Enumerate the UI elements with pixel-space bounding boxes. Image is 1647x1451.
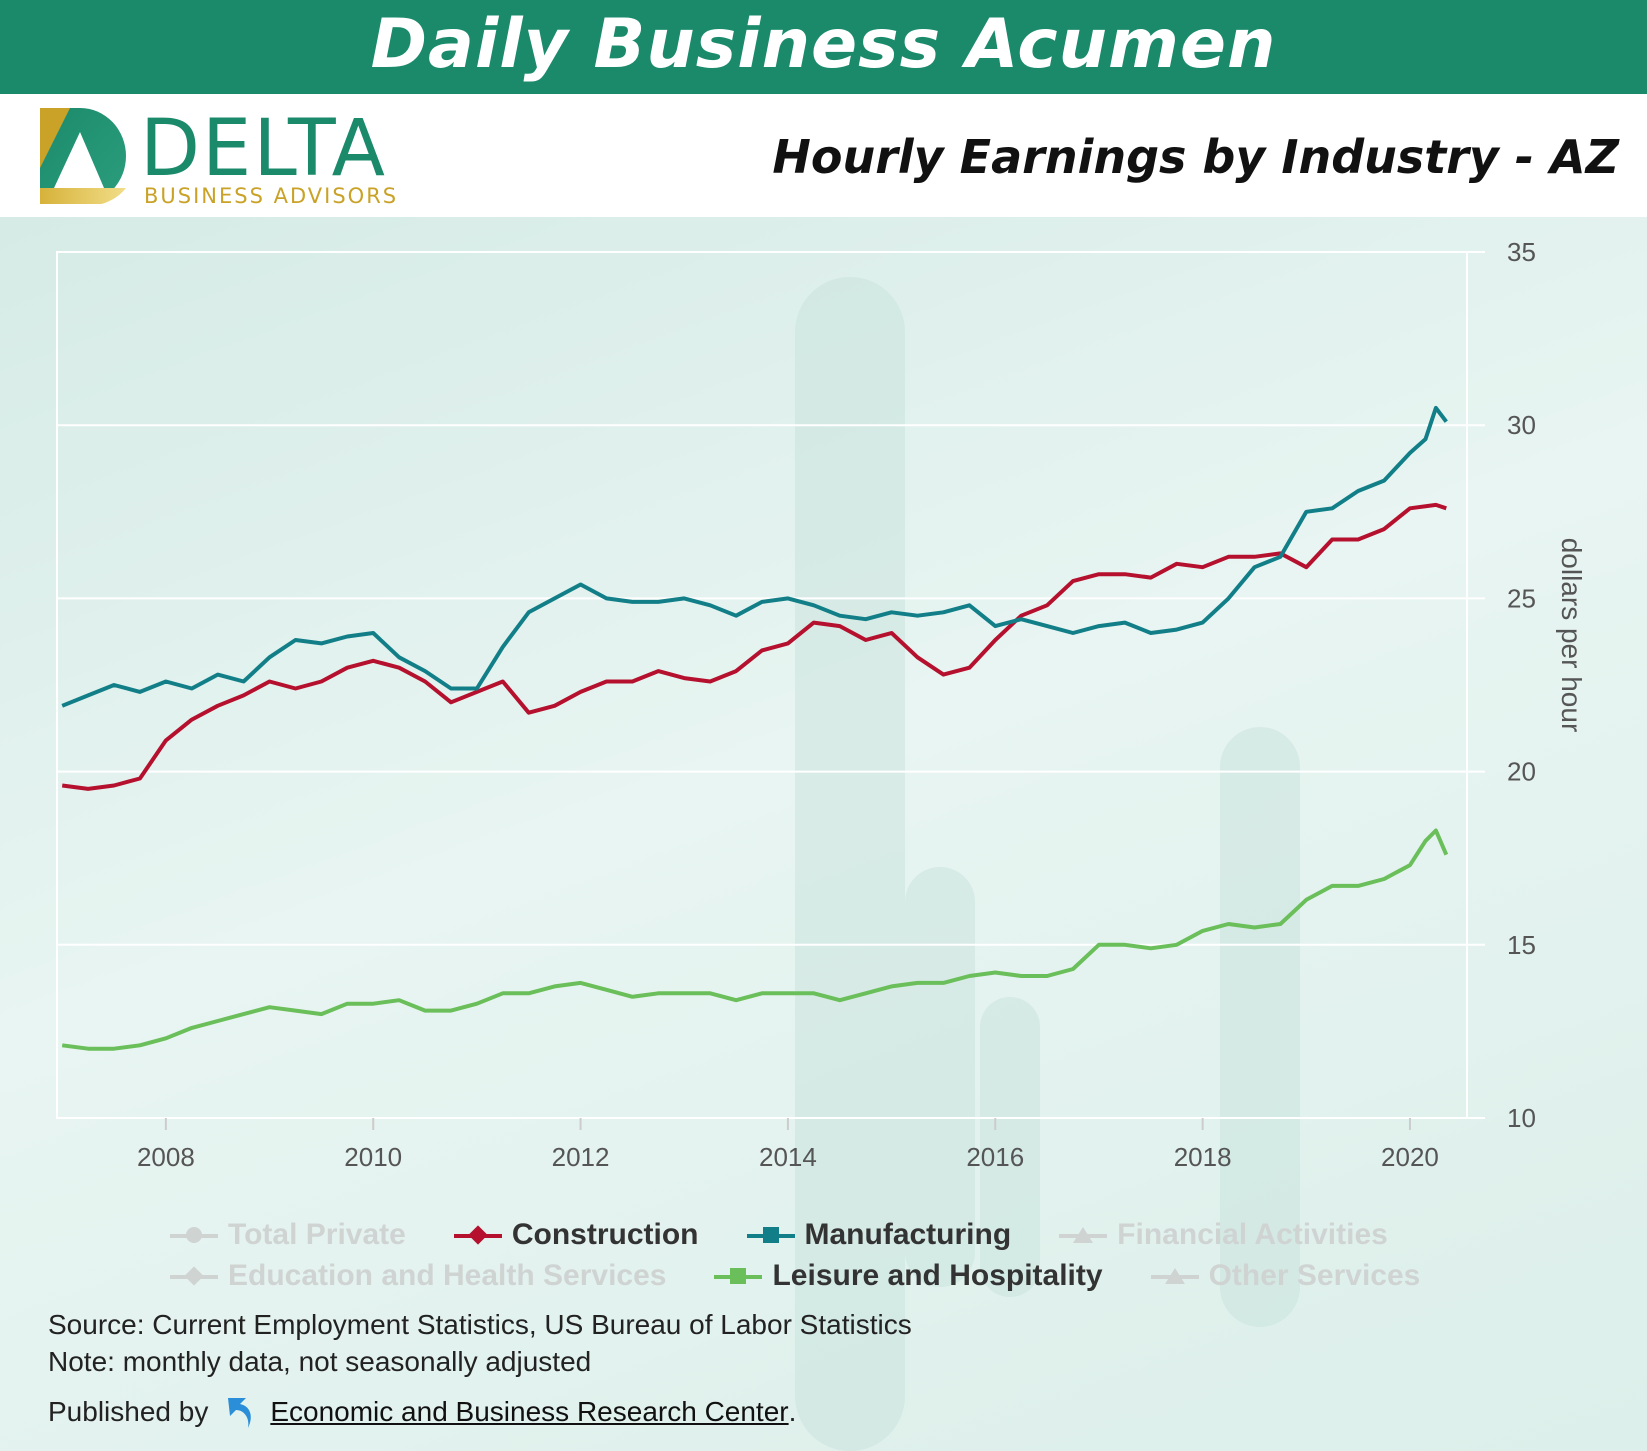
y-tick-label: 35 [1507,237,1536,267]
source-text: Source: Current Employment Statistics, U… [48,1309,912,1340]
legend-financial-activities[interactable]: Financial Activities [1059,1218,1388,1252]
source-notes: Source: Current Employment Statistics, U… [48,1306,912,1380]
y-tick-label: 15 [1507,930,1536,960]
series-line-construction[interactable] [61,502,1447,791]
delta-logo-mark-icon [40,108,126,204]
banner-title: Daily Business Acumen [370,5,1277,84]
legend-total-private[interactable]: Total Private [170,1218,406,1252]
legend-construction[interactable]: Construction [453,1218,699,1252]
chart-title: Hourly Earnings by Industry - AZ [772,130,1619,184]
publisher-link[interactable]: Economic and Business Research Center [270,1396,789,1427]
x-tick-label: 2014 [759,1142,817,1172]
legend-label: Total Private [228,1218,406,1251]
y-axis-title: dollars per hour [1556,538,1587,733]
legend-label: Education and Health Services [228,1259,667,1292]
legend-label: Leisure and Hospitality [772,1259,1103,1292]
legend-label: Manufacturing [804,1218,1012,1251]
y-tick-label: 20 [1507,757,1536,787]
delta-logo: DELTA BUSINESS ADVISORS [40,108,440,208]
series-line-manufacturing[interactable] [61,405,1448,708]
logo-word: DELTA [140,104,388,194]
cactus-decoration [1220,727,1300,1327]
legend-manufacturing[interactable]: Manufacturing [746,1218,1012,1252]
x-tick-label: 2016 [966,1142,1024,1172]
ebrc-logo-icon [228,1398,252,1428]
header: DELTA BUSINESS ADVISORS Hourly Earnings … [0,94,1647,217]
y-tick-label: 10 [1507,1103,1536,1133]
y-tick-label: 30 [1507,410,1536,440]
y-tick-label: 25 [1507,583,1536,613]
cactus-decoration [980,997,1040,1297]
legend-other-services[interactable]: Other Services [1150,1259,1421,1293]
chart-background [0,217,1647,1451]
x-tick-label: 2010 [344,1142,402,1172]
legend-education-health[interactable]: Education and Health Services [170,1259,666,1293]
publisher-line: Published by Economic and Business Resea… [48,1392,796,1432]
legend-row-1: Total Private Construction Manufacturing… [170,1218,1436,1252]
legend-row-2: Education and Health Services Leisure an… [170,1259,1468,1293]
cactus-decoration [905,867,975,1287]
legend-label: Other Services [1208,1259,1421,1292]
legend-leisure-hospitality[interactable]: Leisure and Hospitality [714,1259,1103,1293]
legend-label: Construction [511,1218,699,1251]
note-text: Note: monthly data, not seasonally adjus… [48,1346,592,1377]
series-line-leisure-and-hospitality[interactable] [61,828,1449,1051]
plot-area [56,251,1468,1119]
published-by-label: Published by [48,1396,209,1427]
cactus-decoration [795,277,905,1451]
x-tick-label: 2020 [1381,1142,1439,1172]
banner: Daily Business Acumen [0,0,1647,94]
x-tick-label: 2018 [1174,1142,1232,1172]
x-tick-label: 2008 [137,1142,195,1172]
x-tick-label: 2012 [552,1142,610,1172]
period: . [788,1396,797,1427]
logo-subtext: BUSINESS ADVISORS [144,184,399,208]
legend-label: Financial Activities [1117,1218,1388,1251]
